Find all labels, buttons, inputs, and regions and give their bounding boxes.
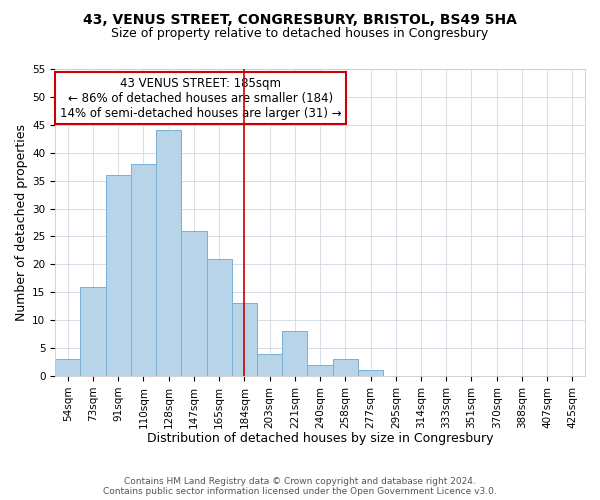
Bar (131, 164, 156, 376)
Bar (106, 175, 131, 376)
Bar (206, 259, 232, 376)
Text: Size of property relative to detached houses in Congresbury: Size of property relative to detached ho… (112, 28, 488, 40)
Text: 43, VENUS STREET, CONGRESBURY, BRISTOL, BS49 5HA: 43, VENUS STREET, CONGRESBURY, BRISTOL, … (83, 12, 517, 26)
Bar (358, 370, 383, 376)
Bar (181, 231, 206, 376)
Bar (282, 332, 307, 376)
Text: Contains public sector information licensed under the Open Government Licence v3: Contains public sector information licen… (103, 486, 497, 496)
Bar (156, 130, 181, 376)
Bar (307, 365, 332, 376)
X-axis label: Distribution of detached houses by size in Congresbury: Distribution of detached houses by size … (147, 432, 493, 445)
Bar (232, 304, 257, 376)
Bar (257, 354, 282, 376)
Y-axis label: Number of detached properties: Number of detached properties (15, 124, 28, 321)
Bar (55, 359, 80, 376)
Bar (332, 359, 358, 376)
Text: Contains HM Land Registry data © Crown copyright and database right 2024.: Contains HM Land Registry data © Crown c… (124, 476, 476, 486)
Bar (80, 286, 106, 376)
Text: 43 VENUS STREET: 185sqm
← 86% of detached houses are smaller (184)
14% of semi-d: 43 VENUS STREET: 185sqm ← 86% of detache… (60, 76, 341, 120)
